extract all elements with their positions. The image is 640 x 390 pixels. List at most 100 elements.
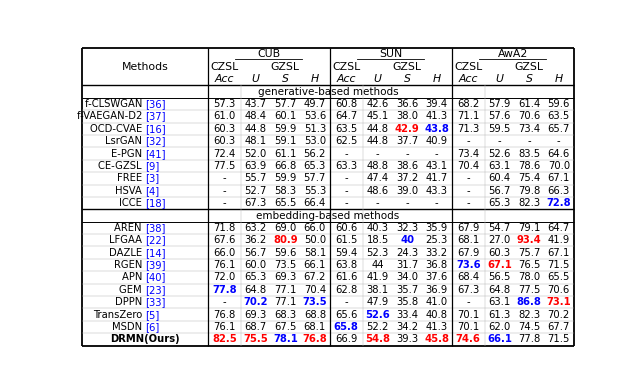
- Text: 48.6: 48.6: [367, 186, 389, 196]
- Text: 68.7: 68.7: [244, 322, 267, 332]
- Text: 57.7: 57.7: [274, 99, 296, 109]
- Text: 73.5: 73.5: [274, 260, 296, 270]
- Text: CZSL: CZSL: [210, 62, 239, 72]
- Text: 38.6: 38.6: [396, 161, 419, 171]
- Text: 66.4: 66.4: [304, 198, 326, 208]
- Text: U: U: [496, 74, 504, 84]
- Text: 57.9: 57.9: [488, 99, 511, 109]
- Text: -: -: [344, 186, 348, 196]
- Text: 37.7: 37.7: [396, 136, 419, 146]
- Text: 34.0: 34.0: [396, 273, 419, 282]
- Text: 44.8: 44.8: [367, 136, 388, 146]
- Text: FREE: FREE: [117, 174, 145, 183]
- Text: -: -: [467, 297, 470, 307]
- Text: 64.8: 64.8: [244, 285, 267, 295]
- Text: 64.7: 64.7: [548, 223, 570, 233]
- Text: 60.6: 60.6: [335, 223, 357, 233]
- Text: 69.0: 69.0: [274, 223, 296, 233]
- Text: -: -: [376, 149, 380, 159]
- Text: 73.1: 73.1: [547, 297, 571, 307]
- Text: -: -: [467, 186, 470, 196]
- Text: RGEN: RGEN: [113, 260, 145, 270]
- Text: 86.8: 86.8: [516, 297, 541, 307]
- Text: 36.6: 36.6: [396, 99, 419, 109]
- Text: 64.7: 64.7: [335, 112, 357, 121]
- Text: 78.1: 78.1: [273, 334, 298, 344]
- Text: 78.6: 78.6: [518, 161, 540, 171]
- Text: 43.7: 43.7: [244, 99, 267, 109]
- Text: LsrGAN: LsrGAN: [105, 136, 145, 146]
- Text: 24.3: 24.3: [396, 248, 419, 258]
- Text: [4]: [4]: [145, 186, 159, 196]
- Text: H: H: [433, 74, 441, 84]
- Text: 77.1: 77.1: [274, 297, 296, 307]
- Text: 56.7: 56.7: [244, 248, 267, 258]
- Text: 59.4: 59.4: [335, 248, 357, 258]
- Text: E-PGN: E-PGN: [111, 149, 145, 159]
- Text: -: -: [223, 297, 226, 307]
- Text: -: -: [467, 136, 470, 146]
- Text: 65.5: 65.5: [548, 273, 570, 282]
- Text: 70.1: 70.1: [457, 322, 479, 332]
- Text: 66.1: 66.1: [303, 260, 326, 270]
- Text: 67.9: 67.9: [457, 248, 479, 258]
- Text: [33]: [33]: [145, 297, 165, 307]
- Text: 61.1: 61.1: [274, 149, 296, 159]
- Text: 61.0: 61.0: [213, 112, 236, 121]
- Text: 77.8: 77.8: [518, 334, 540, 344]
- Text: 76.1: 76.1: [213, 322, 236, 332]
- Text: [3]: [3]: [145, 174, 159, 183]
- Text: 68.2: 68.2: [457, 99, 479, 109]
- Text: AwA2: AwA2: [497, 50, 527, 60]
- Text: 63.5: 63.5: [548, 112, 570, 121]
- Text: Acc: Acc: [337, 74, 356, 84]
- Text: 76.5: 76.5: [518, 260, 540, 270]
- Text: 43.3: 43.3: [426, 186, 448, 196]
- Text: 48.4: 48.4: [244, 112, 267, 121]
- Text: U: U: [252, 74, 260, 84]
- Text: 65.3: 65.3: [244, 273, 267, 282]
- Text: -: -: [223, 174, 226, 183]
- Text: 39.4: 39.4: [426, 99, 448, 109]
- Text: -: -: [344, 198, 348, 208]
- Text: S: S: [526, 74, 532, 84]
- Text: 71.8: 71.8: [213, 223, 236, 233]
- Text: 52.2: 52.2: [367, 322, 389, 332]
- Text: 67.9: 67.9: [457, 223, 479, 233]
- Text: [16]: [16]: [145, 124, 166, 134]
- Text: 68.1: 68.1: [457, 235, 479, 245]
- Text: 77.5: 77.5: [518, 285, 540, 295]
- Text: 71.1: 71.1: [457, 112, 479, 121]
- Text: H: H: [311, 74, 319, 84]
- Text: 45.1: 45.1: [367, 112, 389, 121]
- Text: CZSL: CZSL: [332, 62, 360, 72]
- Text: [5]: [5]: [145, 310, 159, 320]
- Text: APN: APN: [122, 273, 145, 282]
- Text: 67.5: 67.5: [274, 322, 296, 332]
- Text: 34.2: 34.2: [396, 322, 419, 332]
- Text: 60.4: 60.4: [489, 174, 511, 183]
- Text: 66.1: 66.1: [487, 334, 512, 344]
- Text: 31.7: 31.7: [396, 260, 419, 270]
- Text: 54.7: 54.7: [488, 223, 511, 233]
- Text: -: -: [223, 198, 226, 208]
- Text: 67.3: 67.3: [457, 285, 479, 295]
- Text: 67.3: 67.3: [244, 198, 267, 208]
- Text: 25.3: 25.3: [426, 235, 448, 245]
- Text: 60.8: 60.8: [335, 99, 357, 109]
- Text: 79.1: 79.1: [518, 223, 540, 233]
- Text: 68.1: 68.1: [304, 322, 326, 332]
- Text: 74.5: 74.5: [518, 322, 540, 332]
- Text: 53.0: 53.0: [304, 136, 326, 146]
- Text: -: -: [406, 198, 409, 208]
- Text: 47.9: 47.9: [367, 297, 389, 307]
- Text: 41.3: 41.3: [426, 322, 448, 332]
- Text: [41]: [41]: [145, 149, 166, 159]
- Text: [36]: [36]: [145, 99, 166, 109]
- Text: U: U: [374, 74, 381, 84]
- Text: 67.1: 67.1: [487, 260, 512, 270]
- Text: CE-GZSL: CE-GZSL: [99, 161, 145, 171]
- Text: 52.6: 52.6: [488, 149, 511, 159]
- Text: -: -: [223, 186, 226, 196]
- Text: -: -: [467, 198, 470, 208]
